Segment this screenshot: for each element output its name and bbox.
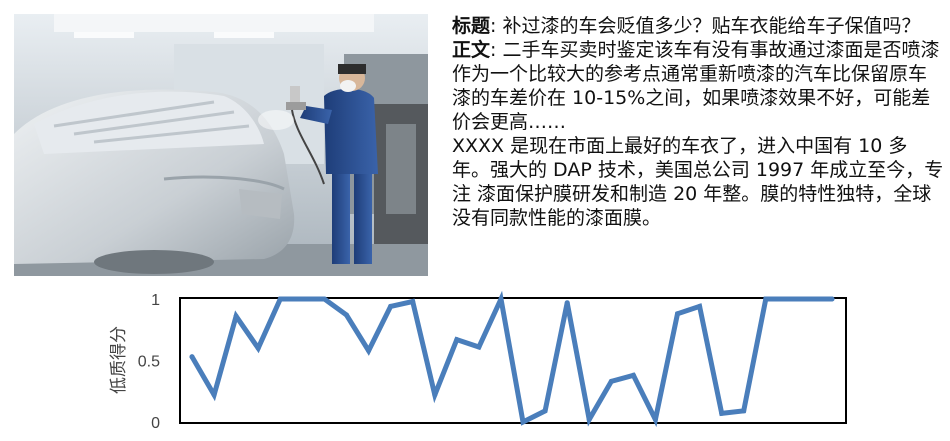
- data-point: [763, 296, 769, 302]
- data-point: [321, 296, 327, 302]
- data-point: [785, 296, 791, 302]
- data-point: [366, 348, 372, 354]
- series-line: [189, 290, 835, 428]
- data-point: [277, 296, 283, 302]
- data-point: [564, 300, 570, 306]
- y-tick-label: 1: [151, 292, 160, 309]
- body-text: : 二手车买卖时鉴定该车有没有事故通过漆面是否喷漆作为一个比较大的参考点通常重新…: [452, 39, 940, 133]
- data-point: [652, 417, 658, 422]
- low-quality-score-chart: 低质得分 0 0.5 1: [0, 284, 950, 441]
- data-point: [299, 296, 305, 302]
- plot-frame: [179, 297, 847, 424]
- data-point: [432, 392, 438, 398]
- data-point: [807, 296, 813, 302]
- photo-illustration: [14, 14, 428, 276]
- data-point: [255, 345, 261, 351]
- data-points: [189, 296, 835, 425]
- data-point: [476, 344, 482, 350]
- car-spray-painting-photo: [14, 14, 428, 276]
- article-body-2: XXXX 是现在市面上最好的车衣了，进入中国有 10 多年。强大的 DAP 技术…: [452, 135, 944, 229]
- data-point: [211, 392, 217, 398]
- y-axis-title: 低质得分: [109, 326, 129, 394]
- body-label: 正文: [452, 39, 491, 61]
- data-point: [189, 354, 195, 360]
- chart-svg: 低质得分 00.51: [109, 290, 847, 432]
- y-tick-label: 0: [151, 415, 160, 432]
- data-point: [719, 410, 725, 416]
- data-point: [586, 417, 592, 422]
- data-point: [675, 311, 680, 317]
- y-tick-labels: 00.51: [138, 292, 160, 432]
- data-point: [344, 312, 349, 318]
- data-point: [410, 299, 416, 304]
- article-body: 正文: 二手车买卖时鉴定该车有没有事故通过漆面是否喷漆作为一个比较大的参考点通常…: [452, 38, 944, 134]
- data-point: [454, 337, 460, 343]
- data-point: [630, 372, 636, 378]
- data-point: [542, 408, 548, 414]
- article-text: 标题: 补过漆的车会贬值多少？贴车衣能给车子保值吗？ 正文: 二手车买卖时鉴定该…: [452, 14, 944, 230]
- title-text: : 补过漆的车会贬值多少？贴车衣能给车子保值吗？: [490, 15, 921, 37]
- data-point: [697, 303, 703, 309]
- article-title: 标题: 补过漆的车会贬值多少？贴车衣能给车子保值吗？: [452, 14, 944, 38]
- data-point: [608, 378, 614, 384]
- y-tick-label: 0.5: [138, 354, 160, 371]
- data-point: [233, 313, 239, 319]
- data-point: [829, 296, 835, 302]
- data-point: [741, 408, 747, 414]
- data-point: [388, 303, 394, 309]
- title-label: 标题: [452, 15, 491, 37]
- data-point: [520, 419, 526, 425]
- data-point: [498, 296, 504, 302]
